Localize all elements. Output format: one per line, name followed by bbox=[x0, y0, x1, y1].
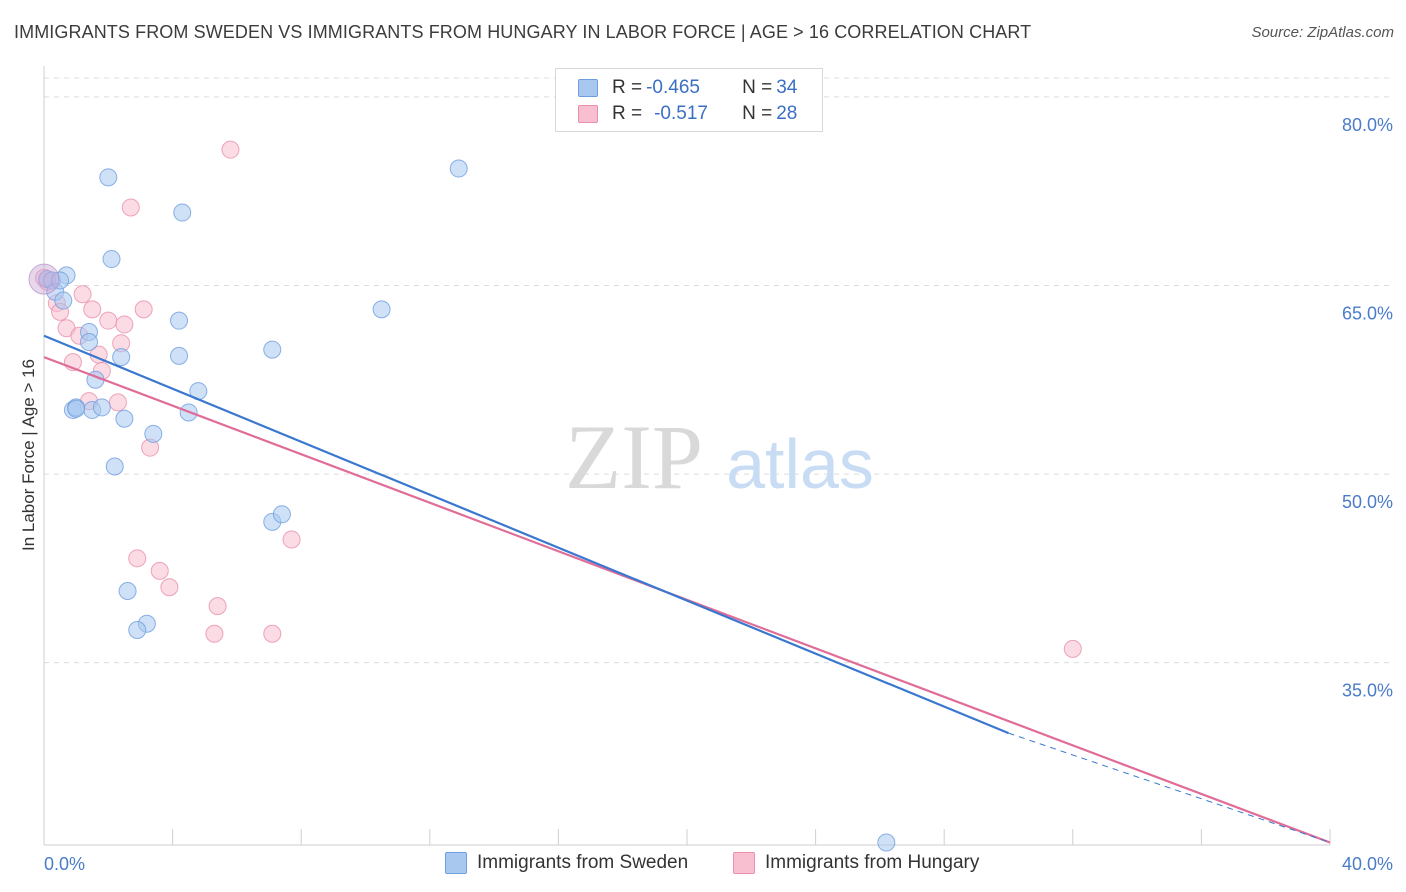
legend-r-label: R = bbox=[612, 103, 643, 124]
hungary-point bbox=[121, 198, 140, 217]
bottom-legend-hungary-label: Immigrants from Hungary bbox=[765, 852, 980, 873]
hungary-point bbox=[73, 285, 92, 304]
sweden-point bbox=[80, 333, 99, 352]
axes bbox=[43, 66, 1331, 846]
y-tick-label: 80.0% bbox=[1342, 115, 1393, 135]
sweden-point bbox=[372, 300, 391, 319]
watermark-zip: ZIP bbox=[565, 406, 703, 508]
sweden-point bbox=[128, 620, 147, 639]
sweden-point bbox=[170, 346, 189, 365]
sweden-trend-extension bbox=[1008, 732, 1331, 843]
sweden-point bbox=[877, 833, 896, 852]
x-tick-label: 40.0% bbox=[1342, 854, 1393, 874]
sweden-point bbox=[67, 399, 86, 418]
chart-title: IMMIGRANTS FROM SWEDEN VS IMMIGRANTS FRO… bbox=[14, 22, 1032, 42]
hungary-swatch bbox=[578, 105, 598, 123]
hungary-point bbox=[1063, 639, 1082, 658]
x-tick-label: 0.0% bbox=[44, 854, 85, 874]
sweden-point bbox=[173, 203, 192, 222]
hungary-point bbox=[108, 393, 127, 412]
y-tick-label: 50.0% bbox=[1342, 492, 1393, 512]
legend-r-value: -0.517 bbox=[654, 103, 708, 124]
sweden-point bbox=[115, 409, 134, 428]
bottom-legend-hungary: Immigrants from Hungary bbox=[733, 852, 979, 874]
bottom-legend-sweden-label: Immigrants from Sweden bbox=[477, 852, 689, 873]
legend-box: R = -0.465 N = 34 R = -0.517 N = 28 bbox=[555, 68, 823, 132]
sweden-swatch bbox=[578, 79, 598, 97]
hungary-point bbox=[282, 530, 301, 549]
y-tick-label: 35.0% bbox=[1342, 681, 1393, 701]
tick-labels: 35.0% 50.0% 65.0% 80.0% 0.0% 40.0% bbox=[44, 115, 1393, 874]
legend-n-value: 34 bbox=[776, 77, 798, 98]
hungary-point bbox=[221, 140, 240, 159]
legend-row-sweden: R = -0.465 N = 34 bbox=[578, 76, 797, 100]
hungary-point bbox=[160, 578, 179, 597]
trend-lines bbox=[43, 334, 1331, 844]
hungary-point bbox=[115, 315, 134, 334]
hungary-point bbox=[128, 549, 147, 568]
sweden-point bbox=[118, 582, 137, 601]
sweden-point bbox=[99, 168, 118, 187]
sweden-swatch bbox=[445, 852, 467, 874]
legend-n-label: N = bbox=[742, 77, 773, 98]
sweden-point bbox=[112, 348, 131, 367]
hungary-point bbox=[208, 597, 227, 616]
sweden-point bbox=[263, 340, 282, 359]
legend-r-value: -0.465 bbox=[646, 77, 700, 98]
watermark: ZIP atlas bbox=[565, 406, 874, 508]
hungary-point bbox=[134, 300, 153, 319]
sweden-point bbox=[449, 159, 468, 178]
watermark-atlas: atlas bbox=[726, 425, 874, 503]
legend-n-label: N = bbox=[742, 103, 773, 124]
legend-r-label: R = bbox=[612, 77, 643, 98]
hungary-point bbox=[205, 624, 224, 643]
y-tick-label: 65.0% bbox=[1342, 303, 1393, 323]
bottom-legend-sweden: Immigrants from Sweden bbox=[445, 852, 688, 874]
hungary-point bbox=[83, 300, 102, 319]
sweden-point bbox=[92, 398, 111, 417]
hungary-point bbox=[99, 311, 118, 330]
sweden-trend-line bbox=[43, 334, 1009, 735]
sweden-point bbox=[105, 457, 124, 476]
sweden-point bbox=[51, 271, 70, 290]
legend-n-value: 28 bbox=[776, 103, 798, 124]
hungary-swatch bbox=[733, 852, 755, 874]
grid-lines bbox=[44, 77, 1392, 664]
sweden-point bbox=[170, 311, 189, 330]
data-points bbox=[28, 140, 1082, 852]
sweden-point bbox=[144, 424, 163, 443]
sweden-point bbox=[272, 505, 291, 524]
hungary-point bbox=[263, 624, 282, 643]
sweden-point bbox=[102, 250, 121, 269]
y-axis-title: In Labor Force | Age > 16 bbox=[19, 359, 38, 551]
source-label: Source: ZipAtlas.com bbox=[1251, 24, 1394, 41]
sweden-point bbox=[54, 291, 73, 310]
legend-row-hungary: R = -0.517 N = 28 bbox=[578, 102, 797, 126]
hungary-point bbox=[150, 561, 169, 580]
cluster-point bbox=[28, 263, 60, 295]
